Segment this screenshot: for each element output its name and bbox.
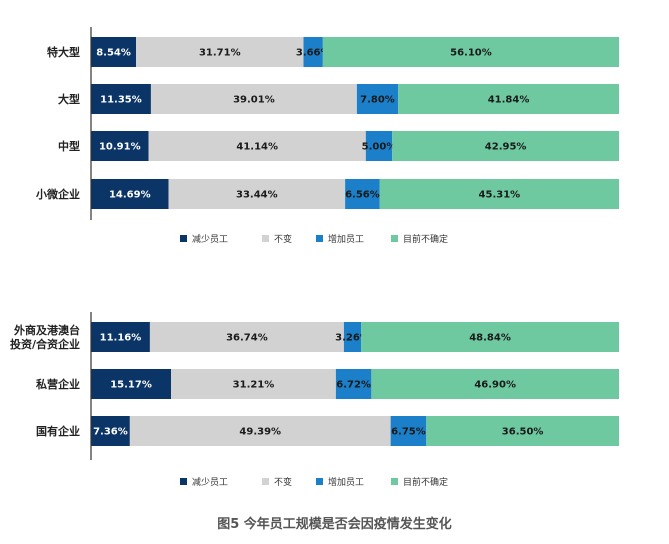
category-label: 私营企业 <box>36 377 80 391</box>
bar-segment <box>379 179 619 209</box>
data-label: 11.16% <box>100 333 142 344</box>
bar-segment <box>150 84 357 114</box>
bar-segment <box>343 322 362 352</box>
bar-segment <box>136 37 304 67</box>
data-label: 7.36% <box>93 427 128 438</box>
bar-segment <box>91 37 137 67</box>
bar-segment <box>148 131 366 161</box>
data-label: 36.74% <box>226 333 268 344</box>
bar-segment <box>91 131 149 161</box>
category-label: 外商及港澳台投资/合资企业 <box>10 323 80 351</box>
bar-segment <box>91 179 169 209</box>
bar-segment <box>371 369 619 399</box>
data-label: 48.84% <box>469 333 511 344</box>
data-label: 45.31% <box>479 190 521 201</box>
data-label: 8.54% <box>96 48 131 59</box>
bar-segment <box>392 131 619 161</box>
legend-swatch <box>180 478 187 485</box>
figure-caption: 图5 今年员工规模是否会因疫情发生变化 <box>217 517 452 532</box>
bar-segment <box>129 416 391 446</box>
legend-swatch <box>262 235 269 242</box>
legend-label: 增加员工 <box>328 476 364 488</box>
legend-swatch <box>316 235 323 242</box>
category-label: 小微企业 <box>35 187 80 201</box>
bar-segment <box>91 416 130 446</box>
bar-segment <box>426 416 619 446</box>
legend-swatch <box>391 235 398 242</box>
data-label: 6.56% <box>345 190 380 201</box>
data-label: 49.39% <box>239 427 281 438</box>
chart-2: 11.16% 36.74% 3.26% 48.84% 外商及港澳台投资/合资企业 15.1… <box>10 312 619 488</box>
data-label: 41.84% <box>488 95 530 106</box>
legend-label: 增加员工 <box>328 233 364 245</box>
data-label: 11.35% <box>100 95 142 106</box>
category-label: 大型 <box>58 92 80 106</box>
legend-label: 不变 <box>274 233 292 245</box>
legend-swatch <box>262 478 269 485</box>
bar-segment <box>91 322 150 352</box>
data-label: 42.95% <box>485 142 527 153</box>
bar-segment <box>91 369 172 399</box>
bar-segment <box>365 131 393 161</box>
legend-label: 目前不确定 <box>403 476 448 488</box>
data-label: 46.90% <box>474 380 516 391</box>
bar-segment <box>390 416 427 446</box>
bar-segment <box>322 37 620 67</box>
data-label: 3.66% <box>296 48 331 59</box>
bar-segment <box>91 84 151 114</box>
bar-segment <box>168 179 346 209</box>
data-label: 7.80% <box>360 95 395 106</box>
data-label: 15.17% <box>110 380 152 391</box>
category-label: 国有企业 <box>36 424 80 438</box>
bar-segment <box>149 322 344 352</box>
legend-label: 不变 <box>274 476 292 488</box>
data-label: 41.14% <box>236 142 278 153</box>
bar-segment <box>171 369 336 399</box>
data-label: 5.00% <box>362 142 397 153</box>
legend-swatch <box>180 235 187 242</box>
category-label: 特大型 <box>47 45 80 59</box>
bar-segment <box>356 84 399 114</box>
legend-swatch <box>391 478 398 485</box>
data-label: 31.21% <box>233 380 275 391</box>
data-label: 10.91% <box>99 142 141 153</box>
bar-segment <box>345 179 380 209</box>
data-label: 31.71% <box>199 48 241 59</box>
bar-segment <box>361 322 619 352</box>
data-label: 3.26% <box>335 333 370 344</box>
legend-label: 减少员工 <box>192 233 228 245</box>
chart-1: 8.54% 31.71% 3.66% 56.10% 特大型 11.35% 39.01% 7.8… <box>35 27 620 245</box>
data-label: 39.01% <box>233 95 275 106</box>
bar-segment <box>398 84 619 114</box>
data-label: 6.75% <box>391 427 426 438</box>
legend-label: 目前不确定 <box>403 233 448 245</box>
bar-segment <box>303 37 323 67</box>
legend-label: 减少员工 <box>192 476 228 488</box>
category-label: 中型 <box>58 139 80 153</box>
data-label: 56.10% <box>450 48 492 59</box>
legend-swatch <box>316 478 323 485</box>
data-label: 33.44% <box>236 190 278 201</box>
bar-segment <box>335 369 372 399</box>
data-label: 36.50% <box>502 427 544 438</box>
data-label: 6.72% <box>336 380 371 391</box>
data-label: 14.69% <box>109 190 151 201</box>
